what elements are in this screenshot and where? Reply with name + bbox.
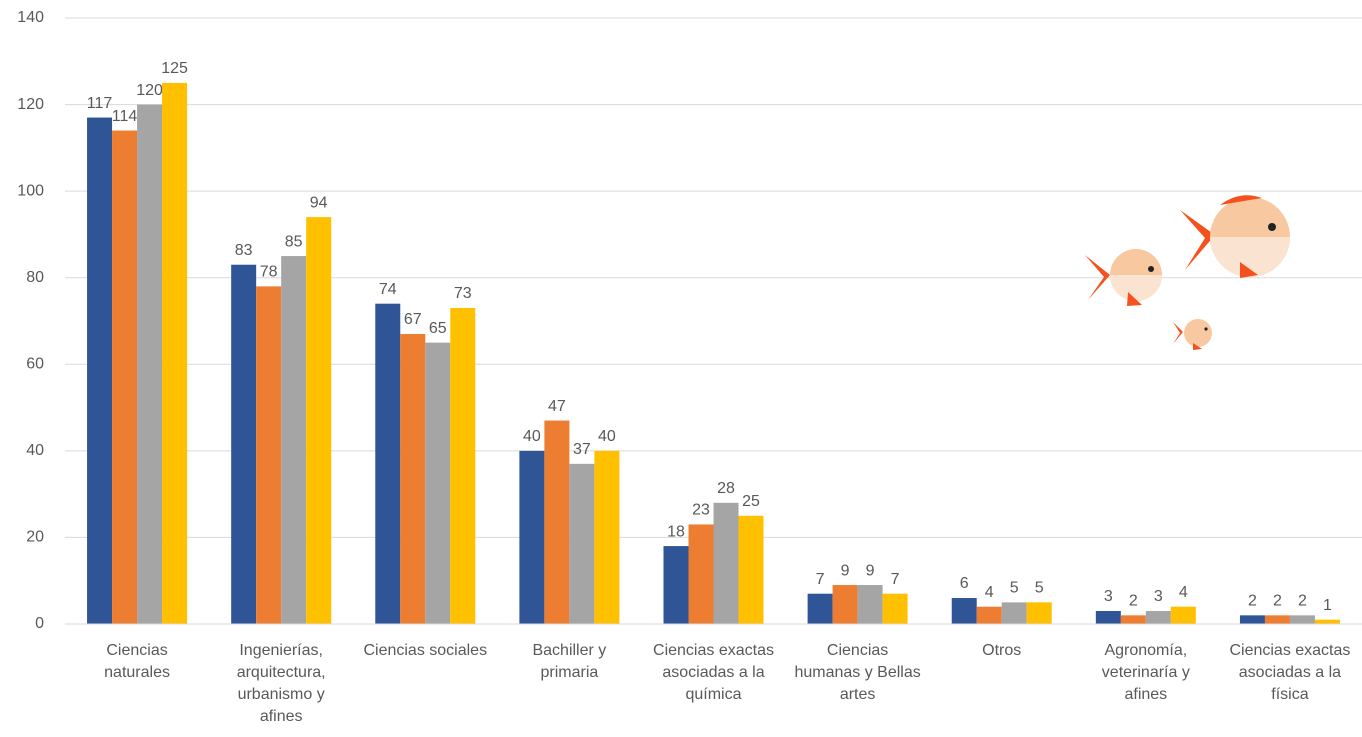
bar [400,333,426,624]
bar [1026,602,1052,624]
bar [1145,611,1171,624]
bar [857,585,883,624]
y-tick-label: 60 [26,356,44,373]
bar [519,450,545,624]
bar [1170,606,1196,624]
bar [1264,615,1290,624]
bar [1001,602,1027,624]
x-tick-label: Otros [982,642,1022,659]
data-label: 117 [87,95,113,112]
data-label: 125 [161,60,188,77]
bar [1239,615,1265,624]
y-tick-label: 40 [26,442,44,459]
x-tick-label: Ciencias naturales [104,642,170,681]
bar [375,303,401,624]
data-label: 40 [523,428,541,445]
data-label: 85 [285,233,303,250]
data-label: 25 [742,493,760,510]
bar [1314,619,1340,624]
data-label: 73 [454,285,472,302]
bar [976,606,1002,624]
bar [112,130,138,625]
data-label: 6 [960,575,969,592]
data-label: 5 [1035,580,1044,597]
bar [688,524,714,624]
bar [87,117,113,625]
data-label: 1 [1323,597,1332,614]
data-label: 2 [1298,593,1307,610]
data-label: 23 [692,502,710,519]
bar [137,104,163,625]
y-tick-label: 140 [17,9,44,26]
data-label: 65 [429,320,447,337]
data-label: 9 [866,562,875,579]
bar [231,264,257,624]
data-label: 74 [379,281,397,298]
bar [882,593,908,624]
bar [1095,611,1121,624]
y-tick-label: 100 [17,182,44,199]
y-tick-label: 120 [17,96,44,113]
data-label: 9 [841,562,850,579]
bar [162,82,188,624]
x-tick-label: Agronomía, veterinaría y afines [1101,642,1190,703]
bar [256,286,282,624]
bar [594,450,620,624]
data-label: 7 [891,571,900,588]
bar [738,515,764,624]
data-label: 78 [260,264,278,281]
data-label: 2 [1129,593,1138,610]
y-tick-label: 0 [35,615,44,632]
data-label: 2 [1273,593,1282,610]
data-label: 3 [1154,588,1163,605]
data-label: 47 [548,398,566,415]
data-label: 67 [404,311,422,328]
data-label: 2 [1248,593,1257,610]
x-tick-label: Ciencias exactas asociadas a la química [653,642,774,703]
x-tick-label: Ingenierías, arquitectura, urbanismo y a… [236,642,326,725]
bar [450,308,476,624]
data-label: 83 [235,242,253,259]
bar [425,342,451,624]
data-label: 4 [1179,584,1188,601]
bar [713,502,739,624]
bar [281,256,307,624]
data-label: 18 [667,523,685,540]
data-label: 94 [310,194,328,211]
data-label: 5 [1010,580,1019,597]
bar [1289,615,1315,624]
bar [663,546,689,624]
bar [544,420,570,624]
x-tick-label: Ciencias sociales [363,642,488,659]
bar [951,598,977,624]
data-label: 4 [985,584,994,601]
data-label: 120 [136,82,163,99]
data-label: 37 [573,441,591,458]
bar [1120,615,1146,624]
y-tick-label: 80 [26,269,44,286]
y-tick-label: 20 [26,529,44,546]
x-tick-label: Ciencias humanas y Bellas artes [794,642,921,703]
data-label: 40 [598,428,616,445]
bar [807,593,833,624]
x-tick-label: Bachiller y primaria [532,642,607,681]
bar [306,217,332,624]
fish-decoration [1085,195,1290,350]
bar [569,463,595,624]
x-tick-label: Ciencias exactas asociadas a la física [1229,642,1351,703]
bar [832,585,858,624]
data-label: 28 [717,480,735,497]
data-label: 114 [112,108,138,125]
data-label: 3 [1104,588,1113,605]
data-label: 7 [816,571,825,588]
